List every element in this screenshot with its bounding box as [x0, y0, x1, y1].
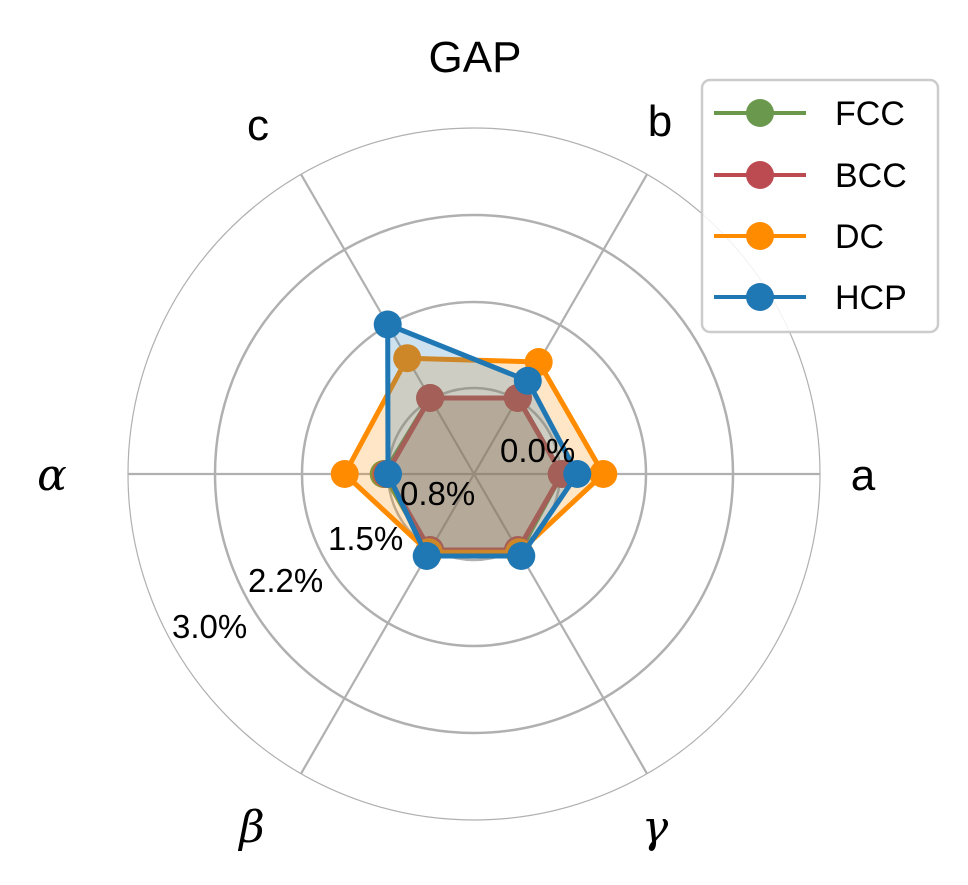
- chart-title: GAP: [429, 33, 522, 82]
- series-point-hcp-β: [412, 542, 441, 570]
- series-hcp: [373, 310, 592, 570]
- spoke-5: [300, 473, 475, 775]
- radar-grid: [127, 127, 821, 821]
- legend-item-hcp: HCP: [714, 279, 907, 317]
- radial-tick-label-5: 3.0%: [172, 608, 247, 645]
- legend-item-bcc: BCC: [714, 157, 907, 195]
- axis-label-1: a: [851, 451, 876, 500]
- legend-label-fcc: FCC: [835, 95, 905, 133]
- series-point-bcc-c: [416, 384, 445, 412]
- radial-tick-label-3: 1.5%: [328, 520, 403, 557]
- series-dc: [330, 344, 618, 567]
- spoke-2: [473, 173, 648, 475]
- series-point-hcp-c: [373, 310, 402, 339]
- spoke-6: [473, 473, 648, 775]
- series-fill-fcc: [383, 398, 562, 553]
- series-point-hcp-b: [513, 366, 542, 395]
- axis-label-4: α: [37, 450, 67, 501]
- radial-tick-label-4: 2.2%: [248, 562, 323, 599]
- series-point-dc-α: [330, 460, 359, 488]
- series-point-dc-a: [589, 460, 618, 488]
- radial-tick-label-2: 0.8%: [400, 475, 475, 512]
- legend-label-hcp: HCP: [835, 279, 907, 317]
- axis-labels: a b c α β γ: [37, 97, 876, 853]
- axis-label-5: β: [237, 802, 264, 853]
- series-layer: [330, 310, 618, 570]
- legend-marker-bcc: [746, 161, 774, 189]
- legend-marker-fcc: [746, 99, 774, 127]
- series-point-dc-c: [393, 344, 422, 373]
- series-point-hcp-α: [374, 460, 402, 488]
- legend-item-fcc: FCC: [714, 95, 905, 133]
- legend-item-dc: DC: [714, 218, 884, 256]
- series-fill-dc: [344, 358, 604, 553]
- legend-frame: [700, 78, 940, 334]
- series-fill-bcc: [386, 398, 562, 550]
- radial-tick-labels: 0.0% 0.8% 1.5%2.2%3.0%: [172, 432, 575, 645]
- legend-marker-hcp: [746, 283, 774, 311]
- axis-label-3: c: [247, 101, 269, 150]
- series-point-hcp-γ: [507, 542, 536, 570]
- axis-label-2: b: [648, 97, 672, 146]
- legend-label-dc: DC: [835, 218, 884, 256]
- radial-tick-label-1: 0.0%: [500, 432, 575, 469]
- series-fill-hcp: [387, 324, 578, 556]
- series-point-hcp-a: [563, 460, 592, 488]
- axis-label-6: γ: [642, 802, 669, 853]
- legend-marker-dc: [746, 222, 774, 250]
- legend-label-bcc: BCC: [835, 157, 907, 195]
- legend: FCC BCC DC HCP: [700, 78, 940, 334]
